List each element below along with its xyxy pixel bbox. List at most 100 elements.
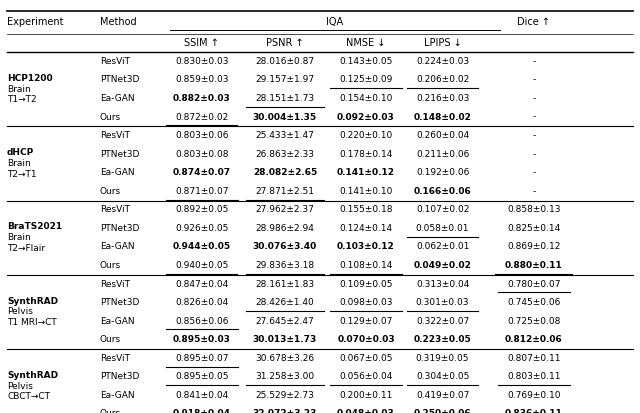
Text: Experiment: Experiment bbox=[7, 17, 63, 27]
Text: 0.062±0.01: 0.062±0.01 bbox=[416, 242, 469, 252]
Text: Ea-GAN: Ea-GAN bbox=[100, 242, 134, 252]
Text: -: - bbox=[532, 76, 536, 84]
Text: T1 MRI→CT: T1 MRI→CT bbox=[7, 318, 57, 327]
Text: 28.986±2.94: 28.986±2.94 bbox=[255, 224, 314, 233]
Text: PTNet3D: PTNet3D bbox=[100, 373, 139, 381]
Text: 28.151±1.73: 28.151±1.73 bbox=[255, 94, 314, 103]
Text: 0.847±0.04: 0.847±0.04 bbox=[175, 280, 228, 289]
Text: LPIPS ↓: LPIPS ↓ bbox=[424, 38, 461, 48]
Text: 0.319±0.05: 0.319±0.05 bbox=[416, 354, 469, 363]
Text: 29.157±1.97: 29.157±1.97 bbox=[255, 76, 314, 84]
Text: 30.678±3.26: 30.678±3.26 bbox=[255, 354, 314, 363]
Text: 0.049±0.02: 0.049±0.02 bbox=[413, 261, 472, 270]
Text: T1→T2: T1→T2 bbox=[7, 95, 36, 104]
Text: 0.200±0.11: 0.200±0.11 bbox=[339, 391, 393, 400]
Text: 0.301±0.03: 0.301±0.03 bbox=[416, 298, 469, 307]
Text: -: - bbox=[532, 168, 536, 177]
Text: 0.895±0.07: 0.895±0.07 bbox=[175, 354, 228, 363]
Text: 0.940±0.05: 0.940±0.05 bbox=[175, 261, 228, 270]
Text: 0.178±0.14: 0.178±0.14 bbox=[339, 150, 393, 159]
Text: 0.058±0.01: 0.058±0.01 bbox=[416, 224, 469, 233]
Text: Ours: Ours bbox=[100, 409, 121, 413]
Text: 32.072±3.23: 32.072±3.23 bbox=[253, 409, 317, 413]
Text: 0.092±0.03: 0.092±0.03 bbox=[337, 112, 395, 121]
Text: T2→T1: T2→T1 bbox=[7, 170, 36, 179]
Text: Ea-GAN: Ea-GAN bbox=[100, 391, 134, 400]
Text: SynthRAD: SynthRAD bbox=[7, 371, 58, 380]
Text: 0.841±0.04: 0.841±0.04 bbox=[175, 391, 228, 400]
Text: 0.143±0.05: 0.143±0.05 bbox=[339, 57, 393, 66]
Text: 31.258±3.00: 31.258±3.00 bbox=[255, 373, 314, 381]
Text: 0.892±0.05: 0.892±0.05 bbox=[175, 205, 228, 214]
Text: SynthRAD: SynthRAD bbox=[7, 297, 58, 306]
Text: 0.895±0.03: 0.895±0.03 bbox=[173, 335, 231, 344]
Text: 0.206±0.02: 0.206±0.02 bbox=[416, 76, 469, 84]
Text: 0.260±0.04: 0.260±0.04 bbox=[416, 131, 469, 140]
Text: Ea-GAN: Ea-GAN bbox=[100, 168, 134, 177]
Text: 0.107±0.02: 0.107±0.02 bbox=[416, 205, 469, 214]
Text: 0.322±0.07: 0.322±0.07 bbox=[416, 317, 469, 326]
Text: 0.830±0.03: 0.830±0.03 bbox=[175, 57, 228, 66]
Text: PTNet3D: PTNet3D bbox=[100, 150, 139, 159]
Text: IQA: IQA bbox=[326, 17, 344, 27]
Text: PTNet3D: PTNet3D bbox=[100, 224, 139, 233]
Text: ResViT: ResViT bbox=[100, 354, 130, 363]
Text: 0.856±0.06: 0.856±0.06 bbox=[175, 317, 228, 326]
Text: T2→Flair: T2→Flair bbox=[7, 244, 45, 253]
Text: BraTS2021: BraTS2021 bbox=[7, 223, 62, 231]
Text: 0.880±0.11: 0.880±0.11 bbox=[505, 261, 563, 270]
Text: 0.419±0.07: 0.419±0.07 bbox=[416, 391, 469, 400]
Text: 30.013±1.73: 30.013±1.73 bbox=[253, 335, 317, 344]
Text: 0.725±0.08: 0.725±0.08 bbox=[508, 317, 561, 326]
Text: 0.067±0.05: 0.067±0.05 bbox=[339, 354, 393, 363]
Text: NMSE ↓: NMSE ↓ bbox=[346, 38, 386, 48]
Text: ResViT: ResViT bbox=[100, 205, 130, 214]
Text: 0.836±0.11: 0.836±0.11 bbox=[505, 409, 563, 413]
Text: 0.869±0.12: 0.869±0.12 bbox=[508, 242, 561, 252]
Text: 0.154±0.10: 0.154±0.10 bbox=[339, 94, 393, 103]
Text: 0.141±0.12: 0.141±0.12 bbox=[337, 168, 395, 177]
Text: 29.836±3.18: 29.836±3.18 bbox=[255, 261, 314, 270]
Text: 0.871±0.07: 0.871±0.07 bbox=[175, 187, 228, 196]
Text: 0.807±0.11: 0.807±0.11 bbox=[507, 354, 561, 363]
Text: Ours: Ours bbox=[100, 335, 121, 344]
Text: 0.250±0.06: 0.250±0.06 bbox=[414, 409, 472, 413]
Text: -: - bbox=[532, 94, 536, 103]
Text: 0.882±0.03: 0.882±0.03 bbox=[173, 94, 231, 103]
Text: 0.216±0.03: 0.216±0.03 bbox=[416, 94, 469, 103]
Text: 0.056±0.04: 0.056±0.04 bbox=[339, 373, 393, 381]
Text: 30.004±1.35: 30.004±1.35 bbox=[253, 112, 317, 121]
Text: 0.155±0.18: 0.155±0.18 bbox=[339, 205, 393, 214]
Text: ResViT: ResViT bbox=[100, 131, 130, 140]
Text: 28.016±0.87: 28.016±0.87 bbox=[255, 57, 314, 66]
Text: 28.082±2.65: 28.082±2.65 bbox=[253, 168, 317, 177]
Text: 0.220±0.10: 0.220±0.10 bbox=[339, 131, 392, 140]
Text: PTNet3D: PTNet3D bbox=[100, 298, 139, 307]
Text: ResViT: ResViT bbox=[100, 57, 130, 66]
Text: SSIM ↑: SSIM ↑ bbox=[184, 38, 220, 48]
Text: 0.313±0.04: 0.313±0.04 bbox=[416, 280, 469, 289]
Text: 0.070±0.03: 0.070±0.03 bbox=[337, 335, 395, 344]
Text: 0.803±0.08: 0.803±0.08 bbox=[175, 150, 228, 159]
Text: CBCT→CT: CBCT→CT bbox=[7, 392, 50, 401]
Text: Ea-GAN: Ea-GAN bbox=[100, 94, 134, 103]
Text: -: - bbox=[532, 112, 536, 121]
Text: Brain: Brain bbox=[7, 233, 31, 242]
Text: dHCP: dHCP bbox=[7, 148, 35, 157]
Text: 0.211±0.06: 0.211±0.06 bbox=[416, 150, 469, 159]
Text: 28.161±1.83: 28.161±1.83 bbox=[255, 280, 314, 289]
Text: 25.529±2.73: 25.529±2.73 bbox=[255, 391, 314, 400]
Text: 0.826±0.04: 0.826±0.04 bbox=[175, 298, 228, 307]
Text: PSNR ↑: PSNR ↑ bbox=[266, 38, 304, 48]
Text: 0.141±0.10: 0.141±0.10 bbox=[339, 187, 393, 196]
Text: 25.433±1.47: 25.433±1.47 bbox=[255, 131, 314, 140]
Text: Dice ↑: Dice ↑ bbox=[517, 17, 550, 27]
Text: 0.048±0.03: 0.048±0.03 bbox=[337, 409, 395, 413]
Text: 0.124±0.14: 0.124±0.14 bbox=[339, 224, 392, 233]
Text: 0.166±0.06: 0.166±0.06 bbox=[413, 187, 472, 196]
Text: 0.098±0.03: 0.098±0.03 bbox=[339, 298, 393, 307]
Text: -: - bbox=[532, 150, 536, 159]
Text: 0.872±0.02: 0.872±0.02 bbox=[175, 112, 228, 121]
Text: Method: Method bbox=[100, 17, 136, 27]
Text: 0.825±0.14: 0.825±0.14 bbox=[508, 224, 561, 233]
